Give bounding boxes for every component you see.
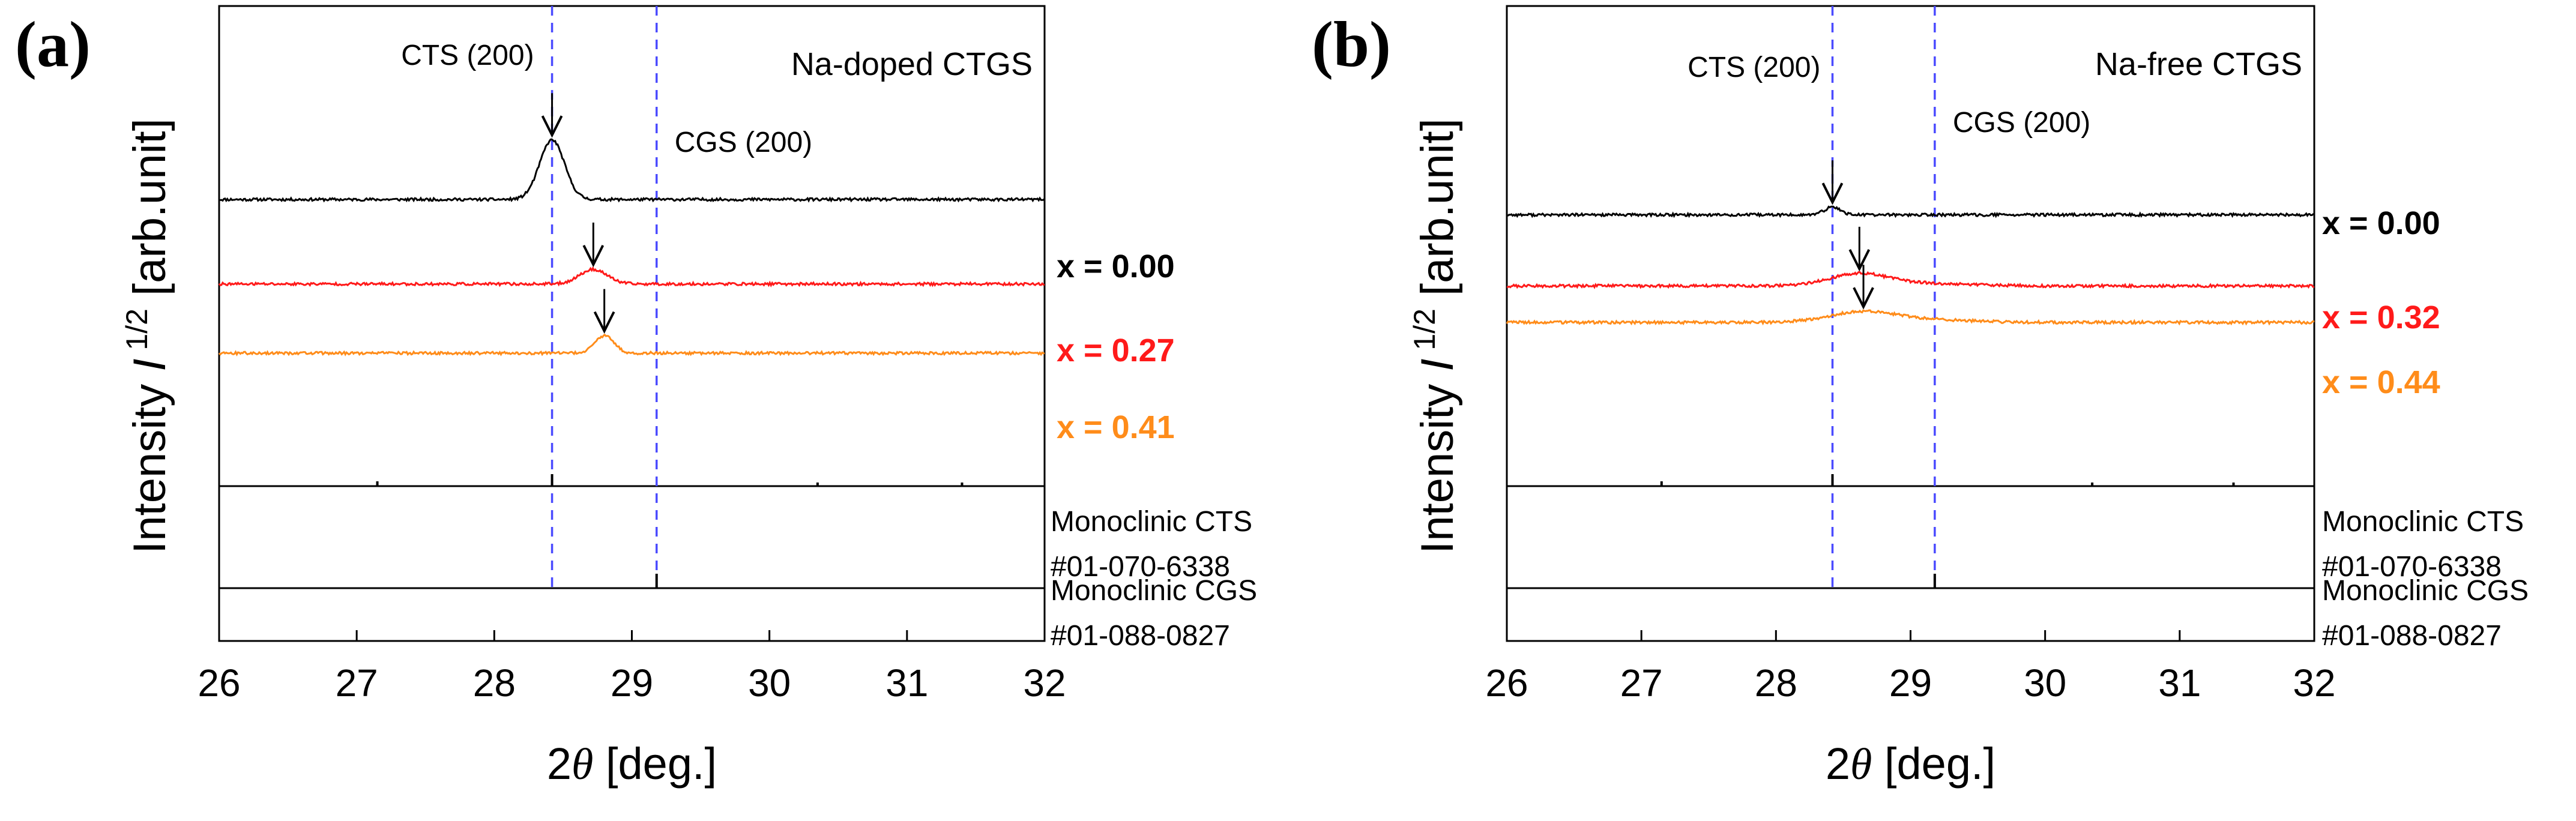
reference-line-label: CGS (200) [675,127,812,158]
series-line-2 [218,333,1045,356]
y-axis-label-symbol: I [124,358,175,371]
x-axis-label: 2θ [deg.] [547,739,717,789]
panel-label: (b) [1312,9,1391,80]
y-axis-label-unit: [arb.unit] [124,118,175,308]
reference-line-label: CGS (200) [1953,107,2090,139]
x-tick-label-26: 26 [198,661,240,705]
series-label-1: x = 0.32 [2322,299,2440,335]
x-tick-label-32: 32 [2293,661,2335,705]
x-tick-label-30: 30 [748,661,791,705]
x-tick-label-29: 29 [1889,661,1932,705]
x-axis-label-symbol: θ [572,740,593,789]
y-axis-label-unit: [arb.unit] [1412,118,1463,308]
reference-pdf-number: #01-088-0827 [2322,620,2502,652]
x-axis-label-unit: [deg.] [593,739,717,789]
x-tick-label-31: 31 [885,661,928,705]
series-label-0: x = 0.00 [2322,205,2440,241]
reference-name: Monoclinic CTS [1051,506,1252,538]
peak-arrow-head [1853,287,1874,310]
x-tick-label-30: 30 [2024,661,2066,705]
y-axis-label-exponent: 1/2 [120,308,154,358]
x-tick-label-27: 27 [1620,661,1663,705]
reference-pdf-number: #01-070-6338 [2322,551,2502,583]
sample-title: Na-free CTGS [2095,46,2302,82]
plot-frame [218,5,1046,642]
peak-arrow-head [1821,182,1844,205]
peak-arrow-head [541,115,563,138]
series-label-2: x = 0.41 [1057,409,1175,445]
series-label-2: x = 0.44 [2322,364,2440,400]
panel-label: (a) [15,9,91,80]
series-label-1: x = 0.27 [1057,332,1175,368]
x-axis-label-unit: [deg.] [1872,739,1995,789]
y-axis-label: Intensity I 1/2 [arb.unit] [1408,118,1463,554]
x-tick-label-32: 32 [1023,661,1066,705]
x-tick-label-29: 29 [611,661,653,705]
series-line-1 [1507,271,2315,289]
reference-pdf-number: #01-070-6338 [1051,551,1230,583]
x-tick-label-28: 28 [1755,661,1797,705]
reference-pdf-number: #01-088-0827 [1051,620,1230,652]
series-line-0 [219,138,1046,203]
reference-line-label: CTS (200) [1688,52,1820,83]
x-axis-label-prefix: 2 [1826,739,1850,789]
peak-arrow-head [1848,249,1871,272]
x-tick-label-28: 28 [473,661,516,705]
x-axis-label: 2θ [deg.] [1826,739,1995,789]
series-line-1 [218,266,1045,287]
peak-arrow-head [593,311,615,334]
panel-a: (a) 26 27 28 29 30 31 32 2θ [deg.] Intensity I 1/… [15,5,1257,789]
panel-b: (b) 26 27 28 29 30 31 32 2θ [deg.] Intensity I 1/… [1312,5,2529,789]
x-tick-label-31: 31 [2158,661,2201,705]
y-axis-label-text: Intensity [1412,371,1463,554]
peak-arrow-head [582,244,605,268]
reference-name: Monoclinic CTS [2322,506,2524,538]
y-axis-label: Intensity I 1/2 [arb.unit] [120,118,175,554]
x-axis-label-symbol: θ [1850,740,1872,789]
y-axis-label-exponent: 1/2 [1408,308,1441,358]
y-axis-label-symbol: I [1412,358,1463,371]
y-axis-label-text: Intensity [124,371,175,554]
x-tick-label-26: 26 [1485,661,1528,705]
series-line-0 [1506,205,2315,218]
reference-name: Monoclinic CGS [1051,575,1257,607]
reference-name: Monoclinic CGS [2322,575,2529,607]
x-tick-label-27: 27 [336,661,378,705]
series-line-2 [1506,309,2315,326]
reference-line-label: CTS (200) [401,40,534,71]
x-axis-label-prefix: 2 [547,739,572,789]
series-label-0: x = 0.00 [1057,248,1175,284]
sample-title: Na-doped CTGS [791,46,1033,82]
